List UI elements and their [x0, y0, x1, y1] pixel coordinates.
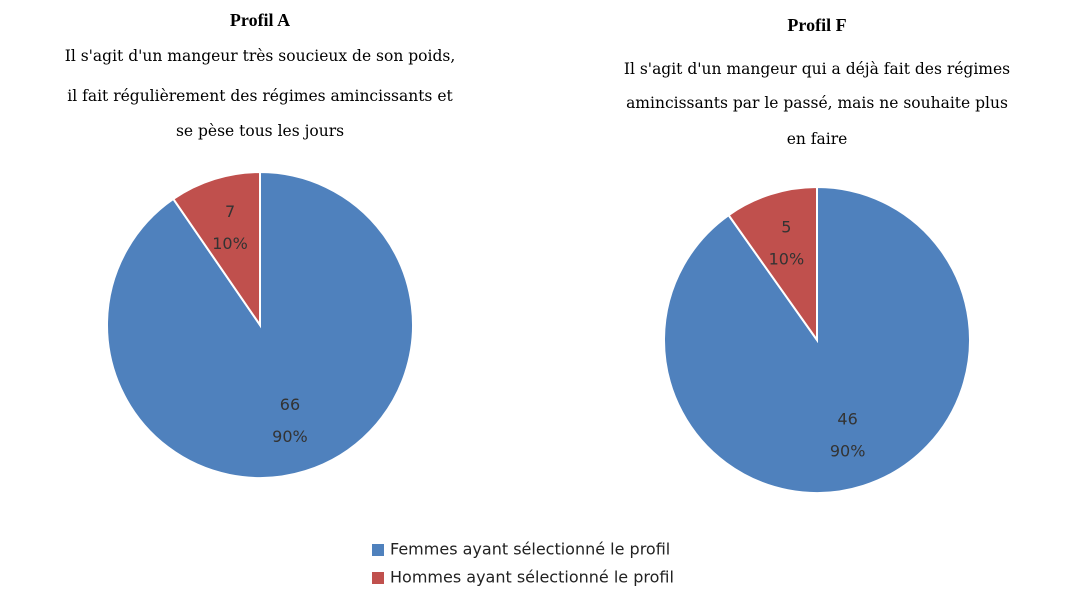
- legend-label: Hommes ayant sélectionné le profil: [390, 568, 674, 587]
- slice-percent-label: 10%: [769, 249, 805, 268]
- slice-value-label: 46: [837, 410, 857, 429]
- slice-percent-label: 90%: [272, 427, 308, 446]
- slice-value-label: 66: [280, 395, 300, 414]
- chart-subtitle: Il s'agit d'un mangeur qui a déjà fait d…: [624, 60, 1010, 78]
- chart-title: Profil A: [230, 10, 290, 30]
- slice-percent-label: 10%: [212, 234, 248, 253]
- legend-label: Femmes ayant sélectionné le profil: [390, 540, 670, 559]
- legend-swatch: [372, 572, 384, 584]
- slice-value-label: 7: [225, 202, 235, 221]
- legend-swatch: [372, 544, 384, 556]
- pie-slice: [171, 170, 261, 329]
- slice-percent-label: 90%: [830, 442, 866, 461]
- chart-subtitle: amincissants par le passé, mais ne souha…: [626, 94, 1008, 112]
- chart-subtitle: Il s'agit d'un mangeur très soucieux de …: [65, 47, 456, 65]
- chart-subtitle: en faire: [787, 130, 848, 148]
- pie-slice: [727, 185, 818, 344]
- slice-value-label: 5: [781, 217, 791, 236]
- chart-subtitle: se pèse tous les jours: [176, 122, 344, 140]
- chart-subtitle: il fait régulièrement des régimes aminci…: [67, 87, 453, 105]
- chart-title: Profil F: [787, 15, 846, 35]
